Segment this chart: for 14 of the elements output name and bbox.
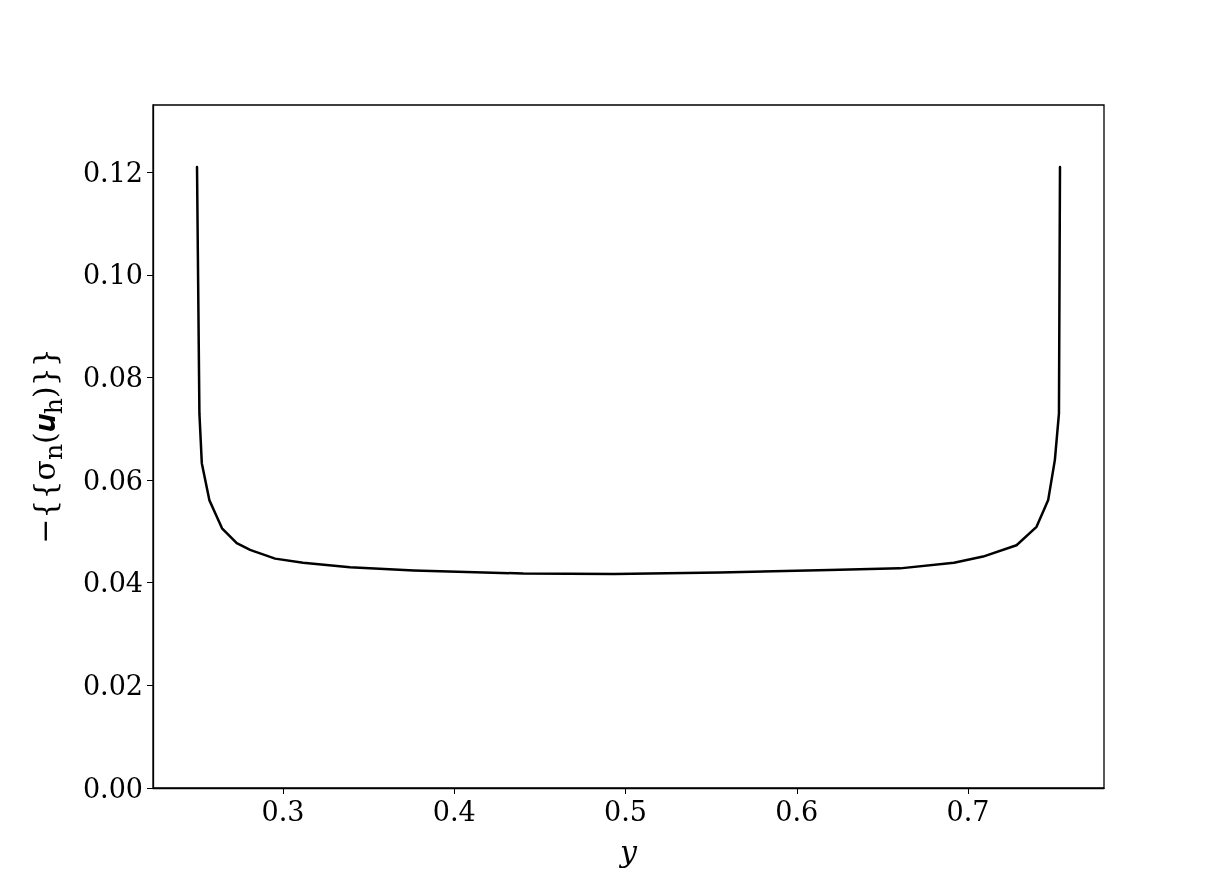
y-tick-label: 0.02: [82, 669, 143, 701]
x-tick-label: 0.7: [946, 796, 990, 827]
line-series: [195, 165, 1062, 576]
y-tick-label: 0.10: [82, 259, 143, 291]
x-axis-title: y: [618, 833, 639, 869]
x-tick-label: 0.6: [775, 796, 819, 827]
y-tick-label: 0.00: [82, 772, 143, 804]
y-tick-label: 0.12: [82, 156, 143, 188]
y-tick-label: 0.06: [82, 464, 143, 496]
y-tick-label: 0.08: [82, 361, 143, 393]
x-tick-label: 0.5: [604, 796, 647, 827]
x-tick-label: 0.4: [432, 796, 476, 827]
x-tick-label: 0.3: [261, 796, 305, 827]
y-tick-label: 0.04: [82, 567, 143, 599]
